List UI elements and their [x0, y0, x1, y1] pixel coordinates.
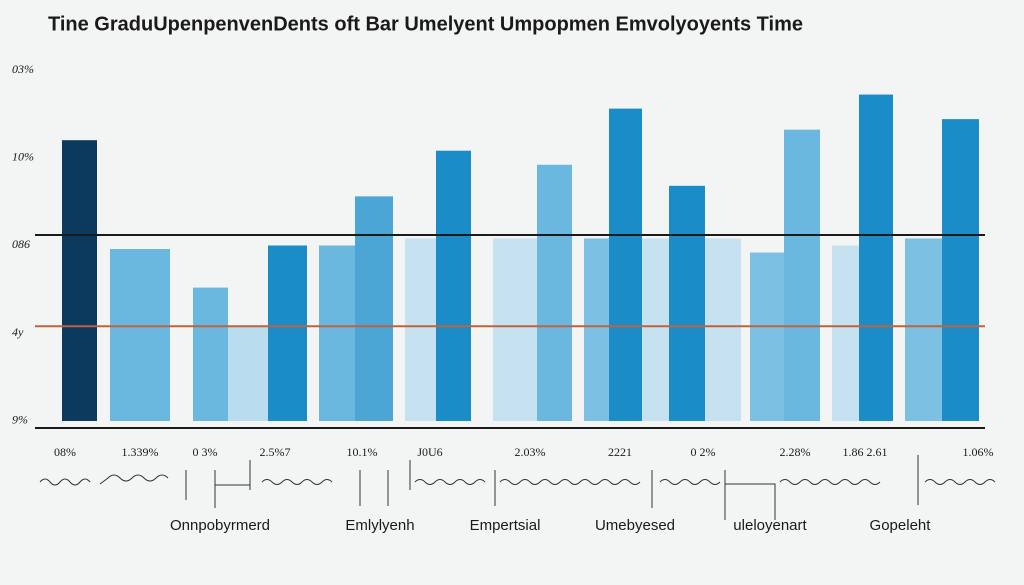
squiggle [659, 479, 721, 485]
bar [750, 252, 784, 421]
x-label: 0 3% [193, 445, 218, 459]
y-tick-label: 9% [12, 413, 28, 427]
group-label: uleloyenart [733, 517, 807, 534]
bar [436, 150, 471, 421]
x-label: 1.339% [122, 445, 159, 459]
bar [62, 140, 97, 421]
x-label: 10.1% [347, 445, 378, 459]
y-tick-label: 086 [12, 237, 30, 251]
x-label: 2221 [608, 445, 632, 459]
group-label: Umebyesed [595, 517, 675, 534]
group-label: Gopeleht [870, 517, 932, 534]
x-label: 2.03% [515, 445, 546, 459]
x-label: 2.28% [780, 445, 811, 459]
squiggle [779, 479, 881, 485]
x-label: 1.06% [963, 445, 994, 459]
x-label: 1.86 2.61 [843, 445, 888, 459]
bar [405, 238, 436, 421]
bar [609, 108, 642, 421]
bar [110, 249, 170, 421]
bar [705, 238, 741, 421]
bar [669, 185, 705, 421]
squiggle [261, 479, 333, 485]
bar [905, 238, 942, 421]
x-label: 08% [54, 445, 76, 459]
y-tick-label: 10% [12, 149, 34, 163]
bar [355, 196, 393, 421]
squiggle [39, 478, 91, 486]
bar [584, 238, 609, 421]
chart-title: Tine GraduUpenpenvenDents oft Bar Umelye… [48, 13, 803, 35]
squiggle [499, 479, 641, 485]
bar [642, 238, 669, 421]
decorations [39, 455, 996, 520]
bar [942, 119, 979, 421]
squiggle [99, 474, 169, 485]
bar [832, 245, 859, 421]
bracket [185, 455, 919, 520]
bar [193, 287, 228, 421]
y-tick-label: 4y [12, 325, 24, 339]
group-label: Onnpobyrmerd [170, 517, 270, 534]
x-label: 0 2% [691, 445, 716, 459]
bar [319, 245, 355, 421]
bar [784, 129, 820, 421]
y-tick-label: 03% [12, 62, 34, 76]
bar [859, 94, 893, 421]
bar [268, 245, 307, 421]
bar [493, 238, 537, 421]
group-label: Emlylyenh [345, 517, 414, 534]
squiggle [924, 479, 996, 485]
x-label: 2.5%7 [260, 445, 291, 459]
x-label: J0U6 [417, 445, 442, 459]
bar [537, 164, 572, 421]
group-label: Empertsial [470, 517, 541, 534]
bar [228, 326, 268, 421]
squiggle [414, 479, 486, 485]
